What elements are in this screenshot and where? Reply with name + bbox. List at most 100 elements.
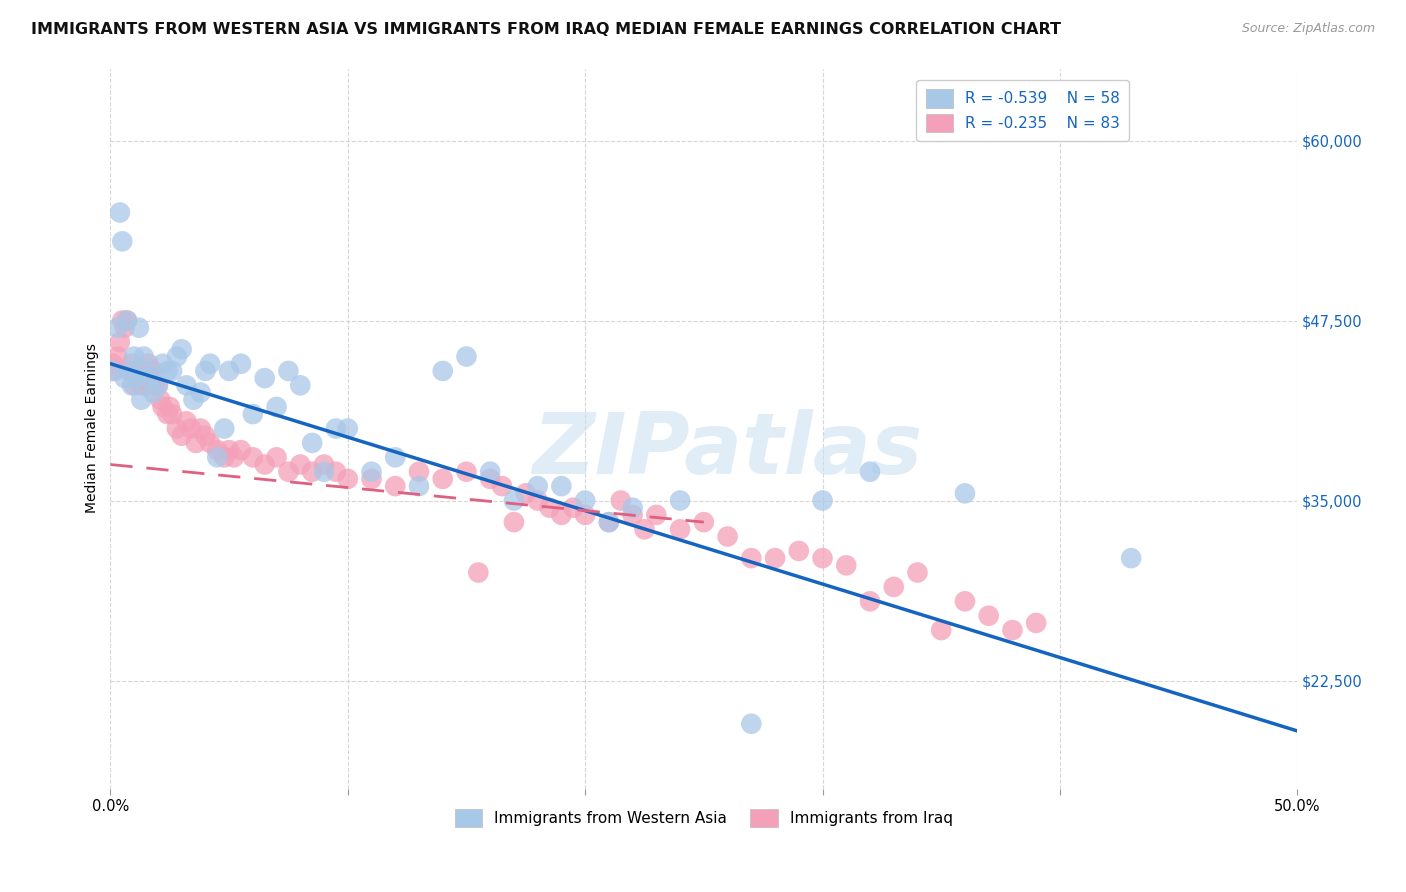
Point xyxy=(142,385,165,400)
Point xyxy=(139,371,162,385)
Point xyxy=(811,551,834,566)
Point xyxy=(142,364,165,378)
Point xyxy=(503,493,526,508)
Point xyxy=(149,392,172,407)
Point xyxy=(198,436,221,450)
Point xyxy=(180,421,202,435)
Point xyxy=(128,320,150,334)
Point xyxy=(312,465,335,479)
Point xyxy=(1119,551,1142,566)
Point xyxy=(456,465,478,479)
Point xyxy=(214,421,236,435)
Point xyxy=(159,400,181,414)
Point xyxy=(115,313,138,327)
Point xyxy=(132,364,155,378)
Point xyxy=(740,716,762,731)
Point xyxy=(953,594,976,608)
Point xyxy=(108,335,131,350)
Point xyxy=(111,235,134,249)
Point xyxy=(166,421,188,435)
Point xyxy=(101,357,124,371)
Point xyxy=(432,364,454,378)
Point xyxy=(408,479,430,493)
Point xyxy=(214,450,236,465)
Point xyxy=(610,493,633,508)
Point xyxy=(301,465,323,479)
Point xyxy=(859,594,882,608)
Point xyxy=(740,551,762,566)
Point xyxy=(160,407,183,421)
Point xyxy=(526,493,548,508)
Point xyxy=(669,522,692,536)
Point xyxy=(290,458,312,472)
Point xyxy=(336,472,359,486)
Text: ZIPatlas: ZIPatlas xyxy=(533,409,922,491)
Point xyxy=(183,392,205,407)
Point xyxy=(107,350,129,364)
Point xyxy=(118,364,141,378)
Point xyxy=(290,378,312,392)
Point xyxy=(207,443,229,458)
Point xyxy=(190,421,212,435)
Point xyxy=(135,378,157,392)
Point xyxy=(176,378,198,392)
Point xyxy=(859,465,882,479)
Point xyxy=(122,350,145,364)
Point xyxy=(138,371,160,385)
Y-axis label: Median Female Earnings: Median Female Earnings xyxy=(86,343,100,514)
Point xyxy=(156,364,179,378)
Point xyxy=(526,479,548,493)
Point xyxy=(550,479,572,493)
Point xyxy=(384,479,406,493)
Point xyxy=(156,407,179,421)
Point xyxy=(811,493,834,508)
Point xyxy=(229,357,252,371)
Point xyxy=(170,428,193,442)
Point xyxy=(128,371,150,385)
Point xyxy=(135,364,157,378)
Point xyxy=(550,508,572,522)
Point xyxy=(242,407,264,421)
Point xyxy=(176,414,198,428)
Point xyxy=(907,566,929,580)
Point xyxy=(145,378,167,392)
Point xyxy=(194,364,217,378)
Text: Source: ZipAtlas.com: Source: ZipAtlas.com xyxy=(1241,22,1375,36)
Point xyxy=(693,515,716,529)
Point xyxy=(574,493,596,508)
Point xyxy=(198,357,221,371)
Point xyxy=(122,378,145,392)
Point xyxy=(222,450,245,465)
Point xyxy=(456,350,478,364)
Point xyxy=(121,378,143,392)
Point xyxy=(301,436,323,450)
Point xyxy=(146,378,169,392)
Point xyxy=(146,378,169,392)
Point xyxy=(184,436,207,450)
Point xyxy=(253,458,276,472)
Point xyxy=(125,371,148,385)
Point xyxy=(432,472,454,486)
Point xyxy=(929,623,952,637)
Point xyxy=(104,364,127,378)
Point xyxy=(190,385,212,400)
Point xyxy=(118,364,141,378)
Point xyxy=(166,350,188,364)
Point xyxy=(101,364,124,378)
Point xyxy=(562,500,585,515)
Point xyxy=(408,465,430,479)
Point xyxy=(129,378,152,392)
Point xyxy=(242,450,264,465)
Point xyxy=(129,392,152,407)
Point xyxy=(132,350,155,364)
Point xyxy=(503,515,526,529)
Text: IMMIGRANTS FROM WESTERN ASIA VS IMMIGRANTS FROM IRAQ MEDIAN FEMALE EARNINGS CORR: IMMIGRANTS FROM WESTERN ASIA VS IMMIGRAN… xyxy=(31,22,1062,37)
Point xyxy=(669,493,692,508)
Point xyxy=(633,522,655,536)
Point xyxy=(384,450,406,465)
Point xyxy=(312,458,335,472)
Point xyxy=(218,443,240,458)
Point xyxy=(152,357,174,371)
Point xyxy=(479,472,502,486)
Point xyxy=(538,500,561,515)
